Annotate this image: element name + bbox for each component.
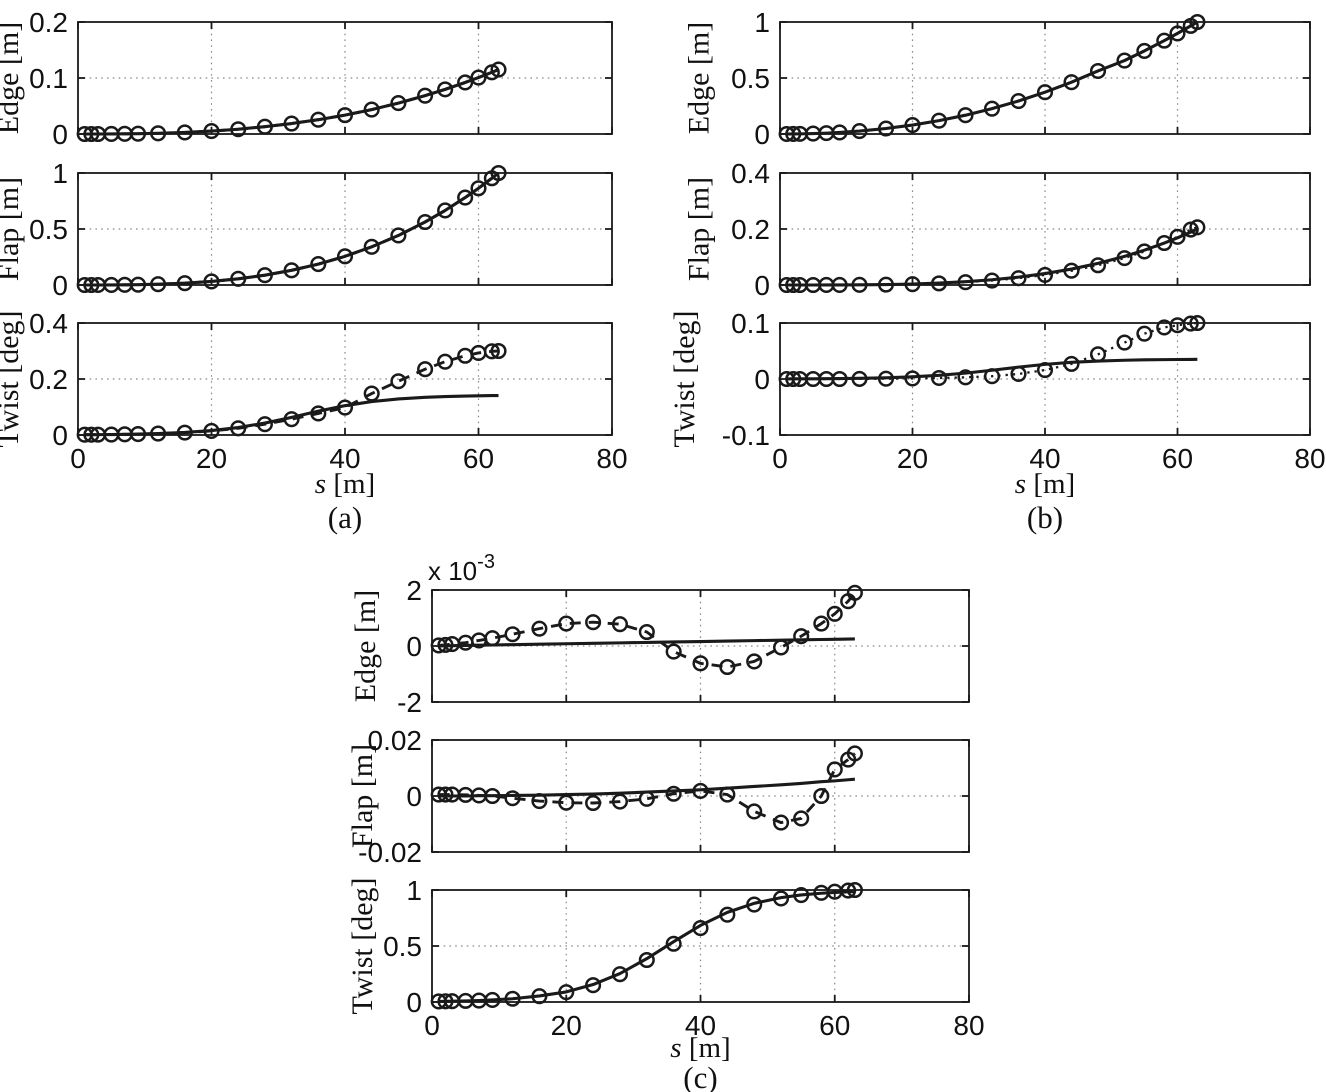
x-axis-label-a: s [m] xyxy=(78,468,612,501)
x-axis-variable: s xyxy=(1014,468,1027,500)
svg-text:0.1: 0.1 xyxy=(731,308,770,339)
chart-b-flap: 0 0.2 0.4 Flap [m] xyxy=(683,158,1311,301)
svg-text:0: 0 xyxy=(52,270,68,301)
svg-text:0.5: 0.5 xyxy=(383,931,422,962)
svg-text:0: 0 xyxy=(406,987,422,1018)
svg-text:0.5: 0.5 xyxy=(29,214,68,245)
svg-text:Twist [deg]: Twist [deg] xyxy=(668,310,701,447)
svg-text:Twist [deg]: Twist [deg] xyxy=(0,310,25,447)
svg-text:Flap [m]: Flap [m] xyxy=(0,177,25,281)
svg-text:0: 0 xyxy=(52,119,68,150)
svg-text:0.2: 0.2 xyxy=(731,214,770,245)
svg-text:0.4: 0.4 xyxy=(731,158,770,189)
svg-text:Edge [m]: Edge [m] xyxy=(683,22,716,134)
chart-c-twist: 0 0.5 1 0 20 40 60 80 Twist [deg] xyxy=(346,875,985,1041)
svg-text:0: 0 xyxy=(424,1010,440,1041)
x-axis-unit: [m] xyxy=(1033,468,1076,500)
svg-text:0: 0 xyxy=(52,420,68,451)
svg-text:80: 80 xyxy=(596,443,627,474)
svg-text:0: 0 xyxy=(754,270,770,301)
svg-text:Twist [deg]: Twist [deg] xyxy=(346,877,379,1014)
x-axis-variable: s xyxy=(314,468,327,500)
svg-text:40: 40 xyxy=(329,443,360,474)
svg-text:40: 40 xyxy=(685,1010,716,1041)
svg-text:2: 2 xyxy=(406,575,422,606)
svg-text:1: 1 xyxy=(406,875,422,906)
svg-text:Edge [m]: Edge [m] xyxy=(349,590,382,702)
y-axis-exponent-label: x 10-3 xyxy=(428,551,495,586)
svg-text:0.2: 0.2 xyxy=(29,364,68,395)
svg-text:Edge [m]: Edge [m] xyxy=(0,22,25,134)
x-axis-label-c: s [m] xyxy=(432,1032,969,1065)
chart-a-twist: 0 0.2 0.4 0 20 40 60 80 Twist [deg] xyxy=(0,308,628,474)
caption-a: (a) xyxy=(327,500,363,535)
svg-text:20: 20 xyxy=(897,443,928,474)
svg-text:60: 60 xyxy=(1162,443,1193,474)
svg-text:Flap [m]: Flap [m] xyxy=(346,744,379,848)
svg-text:1: 1 xyxy=(754,7,770,38)
svg-text:-0.1: -0.1 xyxy=(722,420,770,451)
svg-text:80: 80 xyxy=(953,1010,984,1041)
svg-text:0.4: 0.4 xyxy=(29,308,68,339)
x-axis-label-b: s [m] xyxy=(780,468,1310,501)
svg-text:0: 0 xyxy=(70,443,86,474)
svg-text:0: 0 xyxy=(772,443,788,474)
svg-text:20: 20 xyxy=(551,1010,582,1041)
svg-text:60: 60 xyxy=(463,443,494,474)
svg-text:Flap [m]: Flap [m] xyxy=(683,177,716,281)
svg-text:0: 0 xyxy=(754,364,770,395)
svg-text:0: 0 xyxy=(406,781,422,812)
svg-text:-0.02: -0.02 xyxy=(358,837,422,868)
svg-text:60: 60 xyxy=(819,1010,850,1041)
x-axis-unit: [m] xyxy=(333,468,376,500)
svg-text:1: 1 xyxy=(52,158,68,189)
svg-text:80: 80 xyxy=(1294,443,1325,474)
x-axis-unit: [m] xyxy=(688,1032,731,1064)
svg-text:20: 20 xyxy=(196,443,227,474)
caption-b: (b) xyxy=(1026,500,1064,535)
svg-text:0.1: 0.1 xyxy=(29,63,68,94)
svg-text:40: 40 xyxy=(1029,443,1060,474)
svg-text:0: 0 xyxy=(754,119,770,150)
svg-text:0.02: 0.02 xyxy=(368,725,423,756)
svg-text:0.2: 0.2 xyxy=(29,7,68,38)
chart-c-edge: -2 0 2 Edge [m] x 10-3 xyxy=(349,551,970,718)
x-axis-variable: s xyxy=(670,1032,682,1064)
svg-text:0: 0 xyxy=(406,631,422,662)
chart-b-edge: 0 0.5 1 Edge [m] xyxy=(683,7,1311,150)
svg-text:-2: -2 xyxy=(397,687,422,718)
chart-a-flap: 0 0.5 1 Flap [m] xyxy=(0,158,613,301)
caption-c: (c) xyxy=(683,1060,718,1092)
svg-text:0.5: 0.5 xyxy=(731,63,770,94)
